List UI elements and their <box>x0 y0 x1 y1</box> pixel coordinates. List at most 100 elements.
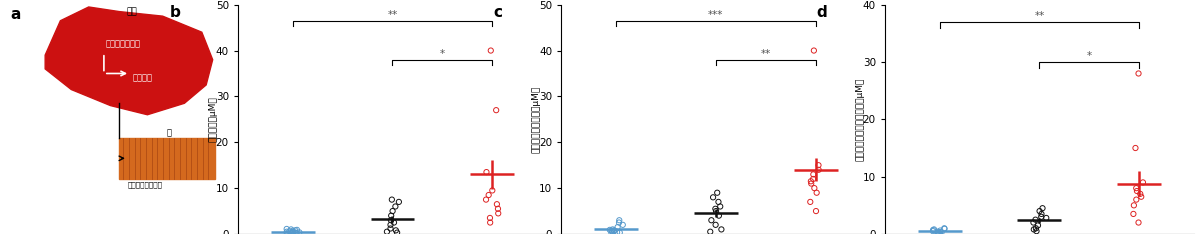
Point <box>1027 229 1046 233</box>
Point <box>389 200 408 204</box>
Text: 腸: 腸 <box>167 128 172 138</box>
Point <box>377 230 396 234</box>
Point <box>706 207 725 211</box>
Point <box>384 221 403 224</box>
Text: **: ** <box>388 10 397 20</box>
Point <box>605 228 624 232</box>
Point <box>706 223 725 227</box>
Y-axis label: テオキシコール酸（μM）: テオキシコール酸（μM） <box>532 86 541 153</box>
Text: **: ** <box>1034 11 1044 21</box>
Point <box>931 230 950 234</box>
Y-axis label: クルソデオキシコール酸（μM）: クルソデオキシコール酸（μM） <box>856 78 864 161</box>
Point <box>809 163 828 167</box>
Point <box>1127 186 1146 190</box>
Point <box>1026 218 1045 222</box>
Point <box>935 227 954 230</box>
Point <box>1124 203 1144 207</box>
Point <box>1030 209 1049 213</box>
Text: *: * <box>439 49 445 58</box>
Point <box>380 223 400 227</box>
Point <box>1032 212 1051 216</box>
Text: a: a <box>11 7 20 22</box>
Point <box>610 221 629 224</box>
Point <box>383 209 402 213</box>
Point <box>1127 198 1146 201</box>
Point <box>287 228 306 232</box>
Point <box>476 170 496 174</box>
Point <box>806 209 826 213</box>
Text: ***: *** <box>708 10 724 20</box>
Point <box>929 231 948 234</box>
Point <box>380 227 400 230</box>
Point <box>382 218 401 222</box>
Point <box>1127 189 1146 193</box>
Point <box>482 189 502 192</box>
Point <box>283 230 302 234</box>
Point <box>1032 215 1051 219</box>
Point <box>488 207 508 211</box>
Point <box>709 214 728 218</box>
Point <box>388 231 407 234</box>
Text: 肝臓: 肝臓 <box>127 7 138 16</box>
Point <box>481 49 500 52</box>
Point <box>928 231 947 234</box>
Point <box>935 227 954 231</box>
Point <box>382 214 401 218</box>
Point <box>804 172 823 176</box>
Text: コレステロール: コレステロール <box>106 39 140 48</box>
Point <box>1126 146 1145 150</box>
Point <box>480 216 499 220</box>
Point <box>800 200 820 204</box>
Point <box>480 221 499 224</box>
Point <box>487 202 506 206</box>
Point <box>805 186 824 190</box>
Point <box>608 225 628 229</box>
Point <box>702 218 721 222</box>
Text: d: d <box>817 5 828 20</box>
Point <box>286 228 305 232</box>
Point <box>804 49 823 52</box>
Point <box>710 205 730 208</box>
Text: デオキシコール酸: デオキシコール酸 <box>128 181 163 188</box>
Point <box>808 191 827 195</box>
Point <box>1037 216 1056 220</box>
Text: *: * <box>1087 51 1092 61</box>
Point <box>703 195 722 199</box>
Text: コール酸: コール酸 <box>133 73 154 83</box>
Point <box>280 229 299 233</box>
Y-axis label: コール酸（μM）: コール酸（μM） <box>209 96 217 142</box>
Point <box>476 198 496 201</box>
Point <box>809 168 828 172</box>
Point <box>929 231 948 234</box>
Point <box>282 227 301 231</box>
Point <box>1129 72 1148 75</box>
Point <box>931 229 950 232</box>
Point <box>282 231 301 234</box>
Point <box>804 177 823 181</box>
Point <box>802 182 821 185</box>
Point <box>1132 195 1151 199</box>
Point <box>1123 212 1142 216</box>
Point <box>277 231 296 234</box>
Point <box>1130 192 1150 196</box>
Point <box>600 228 619 232</box>
Point <box>1026 227 1045 230</box>
Point <box>712 227 731 231</box>
Point <box>802 179 821 183</box>
Point <box>607 230 626 234</box>
Point <box>610 218 629 222</box>
Point <box>701 230 720 234</box>
Point <box>1024 221 1043 224</box>
Point <box>924 228 943 232</box>
Point <box>287 231 306 234</box>
Polygon shape <box>46 7 212 115</box>
Point <box>479 193 498 197</box>
Point <box>708 191 727 195</box>
Point <box>602 230 622 234</box>
Point <box>1033 206 1052 210</box>
Point <box>928 230 947 234</box>
Point <box>605 229 624 233</box>
Point <box>283 229 302 233</box>
Point <box>930 232 949 234</box>
Point <box>602 231 622 234</box>
